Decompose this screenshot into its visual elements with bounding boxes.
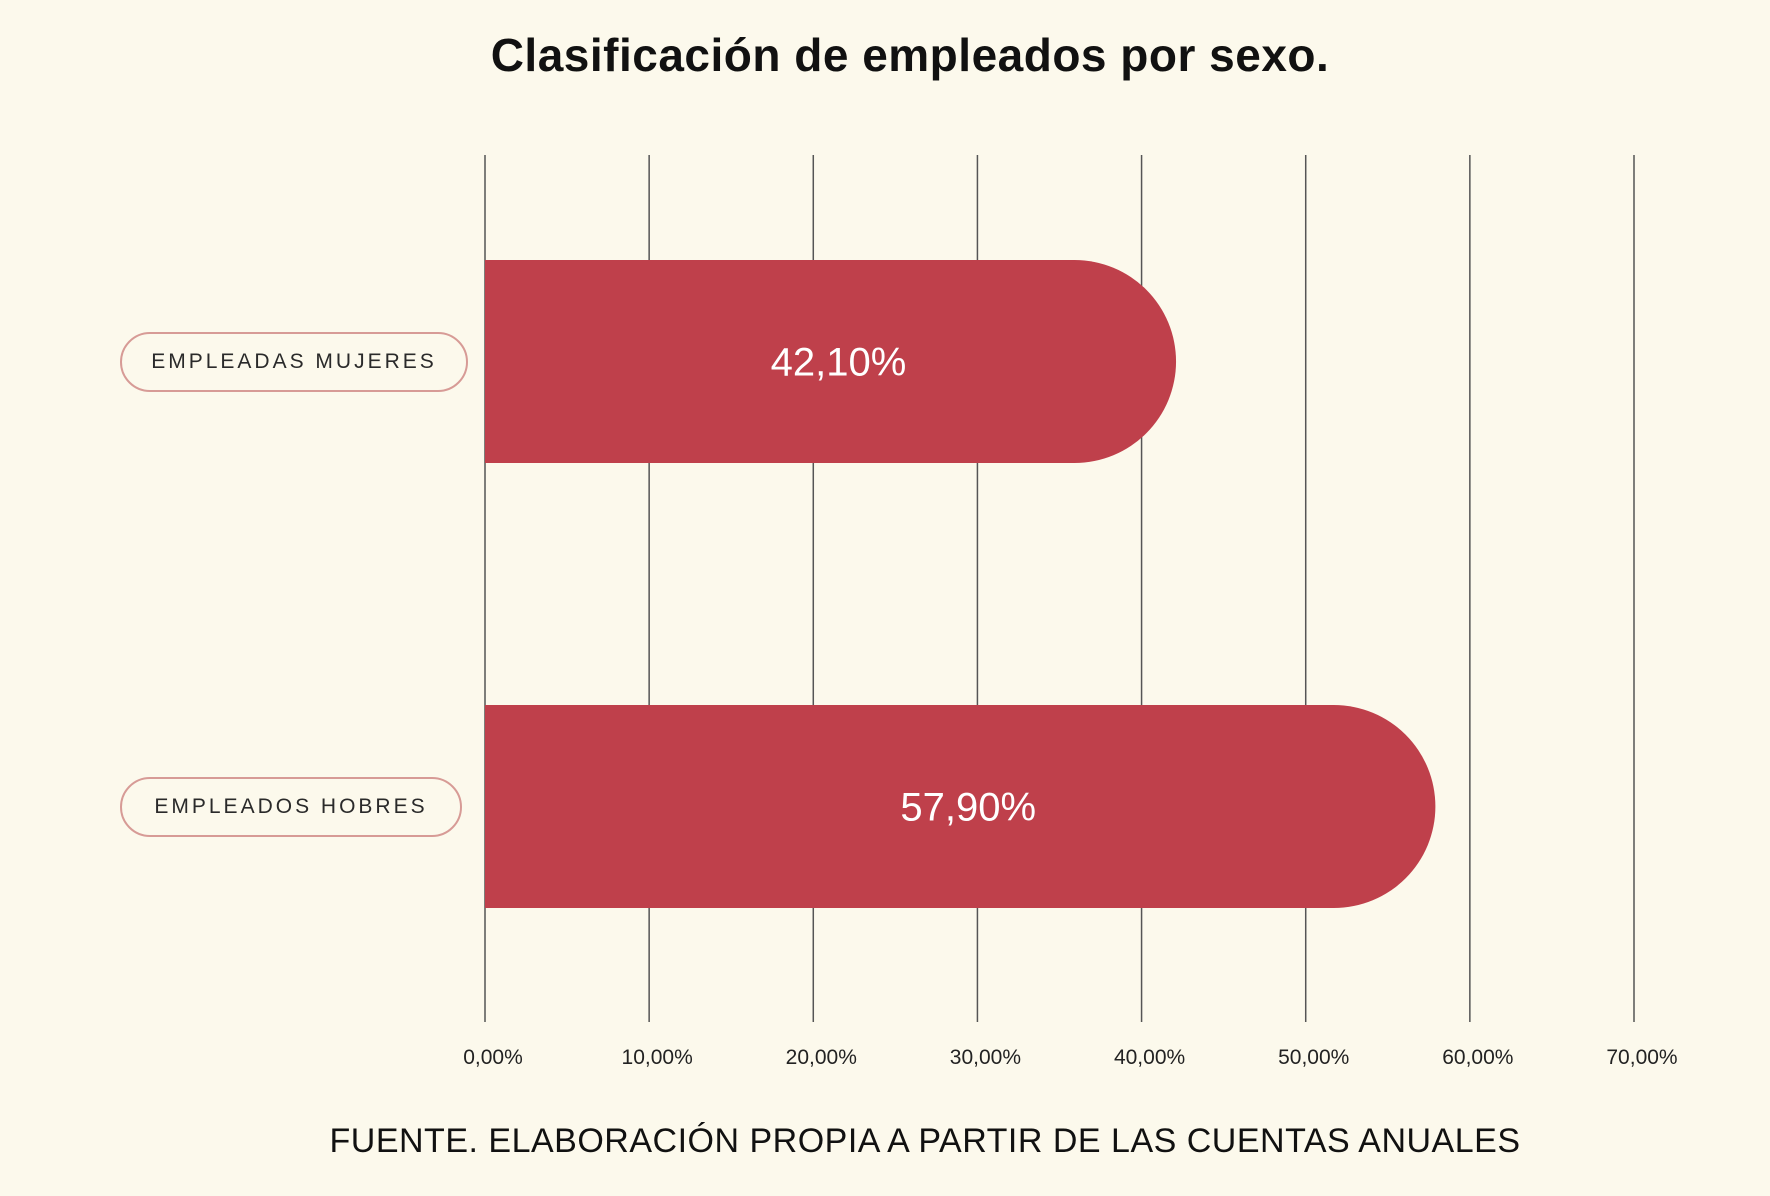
bar-value-label: 57,90% (900, 786, 1036, 830)
bars (485, 260, 1436, 908)
bar (485, 705, 1436, 908)
value-labels: 42,10% 57,90% (771, 341, 1036, 830)
x-tick-label: 30,00% (950, 1046, 1021, 1069)
x-tick-label: 20,00% (786, 1046, 857, 1069)
x-tick-label: 50,00% (1278, 1046, 1349, 1069)
category-label: EMPLEADAS MUJERES (120, 331, 468, 392)
bar-value-label: 42,10% (771, 341, 907, 385)
x-axis-ticks: 0,00% 10,00% 20,00% 30,00% 40,00% 50,00% 60,00… (463, 1046, 1677, 1069)
source-note: FUENTE. ELABORACIÓN PROPIA A PARTIR DE L… (329, 1122, 1521, 1160)
x-tick-label: 40,00% (1114, 1046, 1185, 1069)
x-tick-label: 0,00% (463, 1046, 523, 1069)
category-label: EMPLEADOS HOBRES (120, 776, 462, 837)
chart-title: Clasificación de empleados por sexo. (490, 29, 1330, 81)
bar (485, 260, 1177, 463)
x-tick-label: 60,00% (1442, 1046, 1513, 1069)
x-tick-label: 70,00% (1606, 1046, 1677, 1069)
x-tick-label: 10,00% (622, 1046, 693, 1069)
